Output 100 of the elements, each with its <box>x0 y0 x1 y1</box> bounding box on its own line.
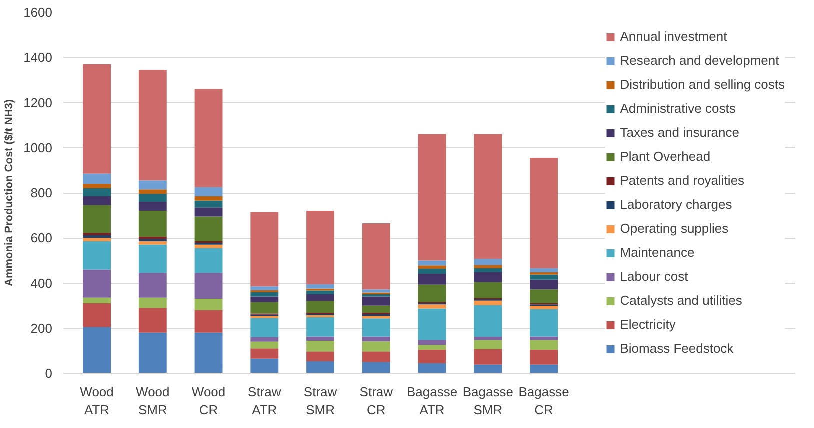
bar <box>194 200 223 208</box>
bar <box>474 340 502 350</box>
bar <box>474 349 502 365</box>
bar <box>250 342 279 349</box>
bar <box>250 318 279 338</box>
bar <box>474 300 502 306</box>
bar <box>362 290 390 293</box>
bar <box>530 340 558 350</box>
y-tick-label: 1600 <box>24 5 52 20</box>
legend-label: Administrative costs <box>620 100 736 118</box>
bar <box>138 70 167 181</box>
bar <box>250 212 279 287</box>
bar <box>418 363 446 374</box>
bar <box>83 242 111 270</box>
bar <box>418 308 446 340</box>
bar <box>138 211 167 237</box>
bar <box>306 362 335 374</box>
bar <box>83 184 111 188</box>
bar <box>418 269 446 274</box>
bar <box>138 244 167 274</box>
bar <box>250 358 279 374</box>
bar <box>194 332 223 374</box>
y-tick-label: 400 <box>30 276 53 291</box>
bar <box>194 244 223 248</box>
bar <box>194 196 223 201</box>
bar <box>418 284 446 302</box>
bar <box>194 89 223 188</box>
bar <box>474 282 502 298</box>
x-tick-label: Wood CR <box>192 384 226 418</box>
bar <box>83 64 111 174</box>
bar <box>530 274 558 280</box>
bar <box>530 158 558 268</box>
legend-label: Electricity <box>620 316 676 334</box>
y-tick-label: 1400 <box>24 50 52 66</box>
legend-label: Research and development <box>620 52 780 70</box>
bar <box>530 272 558 275</box>
bar <box>83 235 111 238</box>
bar <box>418 345 446 350</box>
y-tick-label: 200 <box>30 320 53 336</box>
x-tick-label: Straw ATR <box>248 384 282 418</box>
legend-label: Catalysts and utilities <box>620 292 742 310</box>
legend-label: Taxes and insurance <box>620 124 740 142</box>
bar <box>250 348 279 359</box>
bar <box>362 223 390 290</box>
bar <box>474 259 502 266</box>
bar <box>362 362 390 374</box>
bar <box>194 208 223 217</box>
bar <box>83 174 111 184</box>
bar <box>83 205 111 234</box>
bar <box>83 196 111 206</box>
legend-label: Biomass Feedstock <box>620 340 734 358</box>
bar <box>138 236 167 240</box>
bar <box>530 364 558 374</box>
bar <box>362 316 390 319</box>
bar <box>418 304 446 309</box>
bar <box>362 342 390 352</box>
bar <box>194 299 223 310</box>
bar <box>362 296 390 306</box>
bar <box>418 260 446 266</box>
bar <box>306 352 335 362</box>
bar <box>418 340 446 346</box>
bar <box>474 272 502 282</box>
x-tick-label: Bagasse ATR <box>407 384 458 418</box>
bar <box>138 194 167 202</box>
bar <box>530 306 558 310</box>
bar <box>138 242 167 245</box>
bar <box>83 188 111 196</box>
bar <box>362 306 390 314</box>
bar <box>306 341 335 352</box>
y-axis-title: Ammonia Production Cost ($/t NH3) <box>4 99 16 287</box>
bar <box>250 296 279 302</box>
bar <box>306 336 335 342</box>
bar <box>306 284 335 289</box>
bar <box>530 268 558 272</box>
x-tick-label: Wood SMR <box>136 384 170 418</box>
bar <box>530 309 558 337</box>
bar <box>138 190 167 194</box>
bar <box>418 266 446 270</box>
bar <box>530 336 558 340</box>
bar <box>530 290 558 304</box>
bar <box>138 332 167 374</box>
bar <box>474 305 502 337</box>
bar <box>362 352 390 362</box>
bar <box>474 268 502 272</box>
legend-label: Patents and royalities <box>620 172 745 190</box>
bar <box>306 290 335 295</box>
legend-label: Laboratory charges <box>620 196 732 214</box>
bar <box>362 336 390 342</box>
bar <box>138 273 167 298</box>
legend-label: Labour cost <box>620 268 688 286</box>
bar <box>83 298 111 304</box>
bar <box>194 216 223 242</box>
legend-label: Plant Overhead <box>620 148 711 166</box>
bar <box>250 337 279 342</box>
x-tick-label: Bagasse SMR <box>462 384 514 418</box>
bar <box>530 350 558 365</box>
y-tick-label: 1200 <box>24 95 52 110</box>
x-tick-label: Straw SMR <box>304 384 338 418</box>
bar <box>83 270 111 298</box>
bar <box>418 274 446 285</box>
